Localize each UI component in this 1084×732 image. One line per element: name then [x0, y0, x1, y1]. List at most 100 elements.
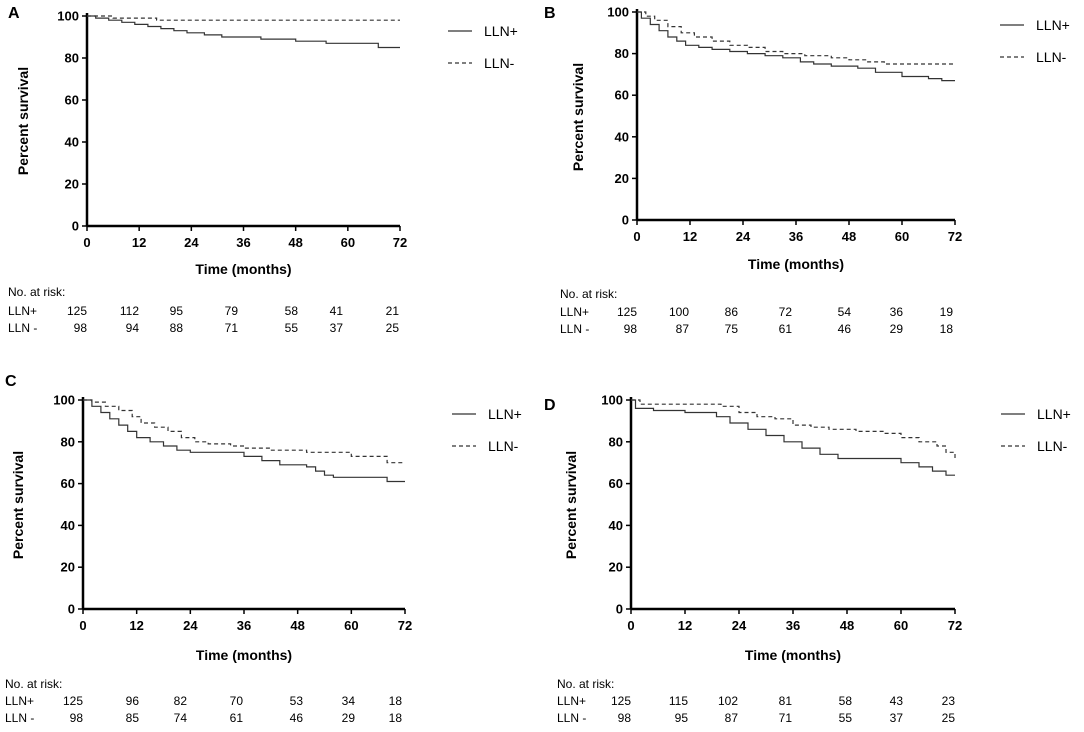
y-tick-label: 60: [61, 476, 75, 491]
risk-value: 81: [779, 694, 793, 708]
x-tick-label: 72: [393, 235, 407, 250]
x-tick-label: 24: [736, 229, 751, 244]
x-tick-label: 36: [786, 618, 800, 633]
x-tick-label: 48: [842, 229, 856, 244]
risk-value: 25: [942, 711, 956, 725]
y-tick-label: 100: [601, 393, 623, 408]
risk-value: 95: [675, 711, 689, 725]
series-lln-neg-curve: [83, 399, 405, 464]
y-tick-label: 80: [61, 434, 75, 449]
y-axis-title: Percent survival: [570, 63, 586, 171]
risk-value: 74: [174, 711, 188, 725]
y-tick-label: 60: [609, 476, 623, 491]
x-tick-label: 12: [678, 618, 692, 633]
risk-value: 37: [890, 711, 904, 725]
risk-value: 88: [170, 321, 184, 335]
risk-value: 125: [63, 694, 83, 708]
x-axis-title: Time (months): [196, 647, 292, 663]
x-tick-label: 36: [236, 235, 250, 250]
y-axis-title: Percent survival: [563, 451, 579, 559]
x-tick-label: 0: [627, 618, 634, 633]
risk-value: 87: [676, 322, 690, 336]
legend-label: LLN+: [484, 23, 518, 39]
risk-value: 54: [838, 305, 852, 319]
legend-label: LLN-: [484, 55, 515, 71]
risk-table-title: No. at risk:: [560, 287, 617, 301]
risk-table-title: No. at risk:: [557, 677, 614, 691]
x-tick-label: 72: [948, 229, 962, 244]
risk-value: 85: [126, 711, 140, 725]
risk-row-label: LLN -: [8, 321, 37, 335]
x-tick-label: 24: [183, 618, 198, 633]
x-tick-label: 24: [184, 235, 199, 250]
y-axis-title: Percent survival: [15, 67, 31, 175]
x-tick-label: 48: [288, 235, 302, 250]
x-axis-title: Time (months): [745, 647, 841, 663]
risk-value: 34: [342, 694, 356, 708]
panel-letter: C: [5, 373, 17, 390]
x-tick-label: 60: [895, 229, 909, 244]
y-tick-label: 20: [65, 177, 79, 192]
risk-row-label: LLN -: [560, 322, 589, 336]
y-tick-label: 100: [53, 393, 75, 408]
legend-label: LLN-: [1036, 49, 1067, 65]
risk-value: 19: [940, 305, 954, 319]
risk-value: 125: [617, 305, 637, 319]
risk-value: 95: [170, 304, 184, 318]
panel-b: B 0 20 40 60 80 100 0 12 24 36 48 60 72 Time (months) P…: [544, 5, 1070, 337]
risk-value: 125: [611, 694, 631, 708]
risk-value: 43: [890, 694, 904, 708]
series-lln-neg-curve: [637, 11, 955, 65]
x-tick-label: 12: [129, 618, 143, 633]
y-tick-label: 20: [609, 560, 623, 575]
x-tick-label: 60: [894, 618, 908, 633]
risk-table: No. at risk: LLN+ 125 115 102 81 58 43 23 LLN - 98…: [557, 677, 955, 725]
risk-value: 71: [779, 711, 793, 725]
panel-a: A 0 20 40 60 80 100 0 12 24 36 48 60 72 Time (months) P…: [8, 5, 518, 335]
x-tick-label: 48: [840, 618, 854, 633]
risk-value: 18: [389, 694, 403, 708]
risk-value: 36: [890, 305, 904, 319]
x-tick-label: 60: [344, 618, 358, 633]
x-tick-label: 24: [732, 618, 747, 633]
series-lln-neg-curve: [631, 399, 956, 459]
risk-value: 96: [126, 694, 140, 708]
risk-value: 55: [839, 711, 853, 725]
risk-value: 112: [120, 304, 139, 318]
risk-value: 100: [669, 305, 689, 319]
risk-value: 37: [330, 321, 344, 335]
y-tick-label: 0: [622, 213, 629, 228]
x-axis-title: Time (months): [748, 256, 844, 272]
x-tick-label: 0: [83, 235, 90, 250]
y-tick-label: 0: [68, 602, 75, 617]
y-tick-label: 100: [57, 9, 79, 24]
x-tick-label: 12: [683, 229, 697, 244]
risk-value: 25: [386, 321, 400, 335]
risk-value: 79: [225, 304, 239, 318]
risk-value: 98: [74, 321, 88, 335]
x-tick-label: 36: [789, 229, 803, 244]
series-lln-pos-curve: [631, 399, 955, 476]
risk-value: 41: [330, 304, 344, 318]
y-tick-label: 0: [72, 219, 79, 234]
risk-value: 98: [618, 711, 632, 725]
x-tick-label: 12: [132, 235, 146, 250]
y-tick-label: 80: [65, 51, 79, 66]
risk-value: 94: [126, 321, 140, 335]
y-tick-label: 40: [609, 518, 623, 533]
risk-value: 82: [174, 694, 188, 708]
x-tick-label: 48: [290, 618, 304, 633]
x-tick-label: 36: [237, 618, 251, 633]
risk-value: 58: [839, 694, 853, 708]
risk-value: 18: [940, 322, 954, 336]
legend-label: LLN-: [488, 438, 519, 454]
y-tick-label: 0: [616, 602, 623, 617]
legend-label: LLN+: [1036, 17, 1070, 33]
y-tick-label: 80: [609, 434, 623, 449]
x-tick-label: 72: [398, 618, 412, 633]
risk-table: No. at risk: LLN+ 125 112 95 79 58 41 21 LLN - 98 9…: [8, 285, 399, 335]
x-tick-label: 0: [79, 618, 86, 633]
risk-value: 61: [230, 711, 244, 725]
panel-letter: B: [544, 5, 556, 22]
